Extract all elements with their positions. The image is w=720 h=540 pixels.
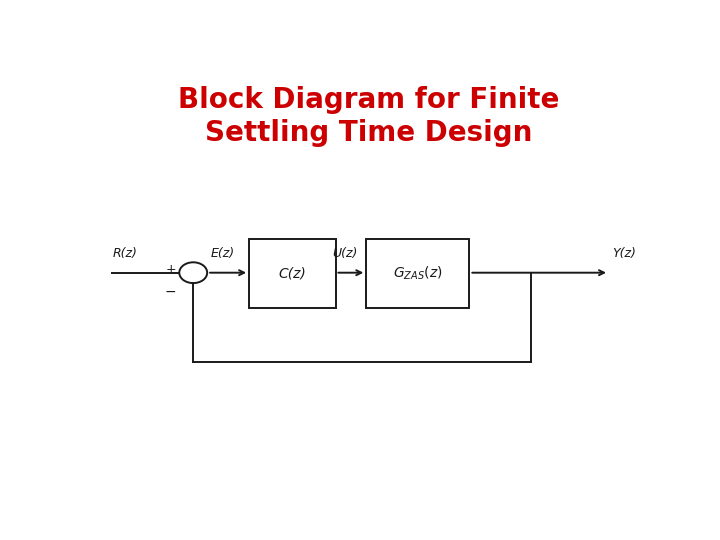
Text: Y(z): Y(z) <box>612 247 636 260</box>
Text: R(z): R(z) <box>112 247 138 260</box>
Text: −: − <box>165 285 176 299</box>
Text: U(z): U(z) <box>333 247 358 260</box>
Text: C(z): C(z) <box>279 267 306 281</box>
Text: E(z): E(z) <box>210 247 235 260</box>
Bar <box>366 239 469 308</box>
Bar <box>249 239 336 308</box>
Text: $G_{ZAS}(z)$: $G_{ZAS}(z)$ <box>393 265 443 282</box>
Text: Block Diagram for Finite
Settling Time Design: Block Diagram for Finite Settling Time D… <box>179 85 559 147</box>
Text: +: + <box>166 263 176 276</box>
